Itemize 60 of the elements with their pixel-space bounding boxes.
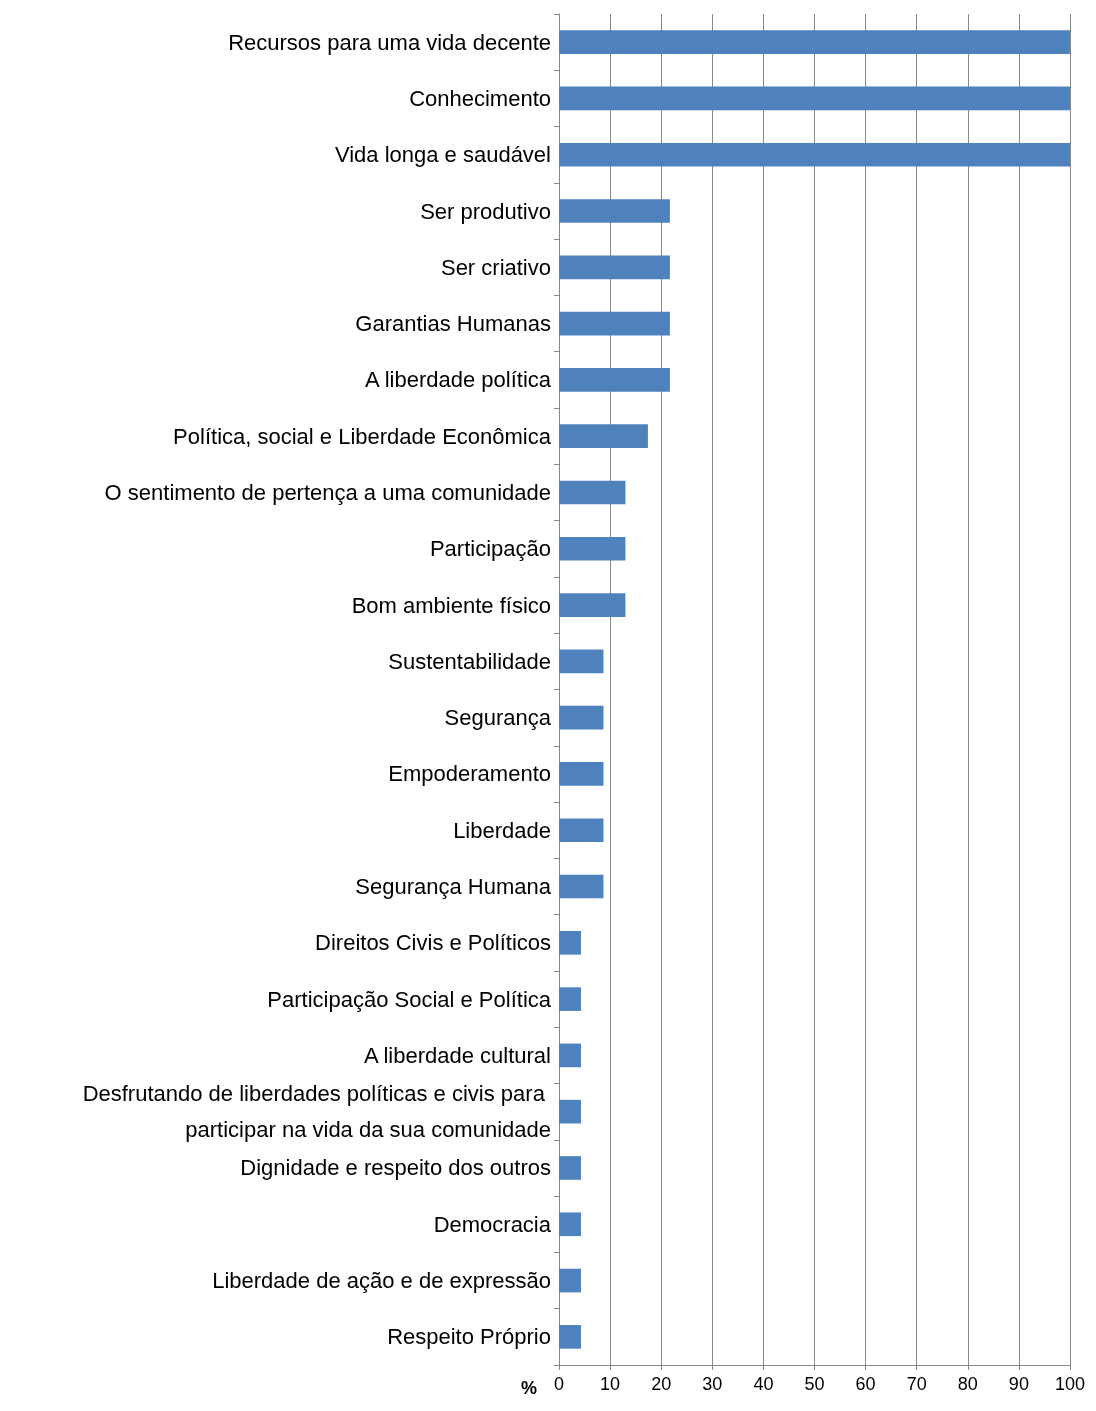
y-tick-label: Liberdade de ação e de expressão xyxy=(212,1268,551,1294)
y-tick-label: A liberdade política xyxy=(365,367,552,393)
x-tick-label: 10 xyxy=(600,1374,621,1394)
bar xyxy=(559,1156,581,1180)
bar xyxy=(559,536,626,561)
y-tick-label: Liberdade xyxy=(453,817,551,843)
bar xyxy=(559,930,581,955)
x-tick-label: 80 xyxy=(957,1374,978,1394)
x-tick-label: 40 xyxy=(753,1374,774,1394)
y-tick-label: Direitos Civis e Políticos xyxy=(315,930,551,956)
bar xyxy=(559,593,626,617)
x-tick-label: 0 xyxy=(553,1374,565,1394)
x-tick-label: 60 xyxy=(855,1374,876,1394)
bar xyxy=(559,368,670,392)
x-axis-title: % xyxy=(520,1378,537,1398)
bar xyxy=(559,424,648,449)
bar xyxy=(559,142,1070,167)
y-tick-label: Segurança xyxy=(444,705,552,731)
y-tick-label: Respeito Próprio xyxy=(387,1324,551,1350)
x-tick-label: 100 xyxy=(1054,1374,1086,1394)
bar xyxy=(559,1212,581,1237)
bar xyxy=(559,86,1070,111)
x-tick-label: 30 xyxy=(702,1374,723,1394)
bar xyxy=(559,480,626,505)
bar xyxy=(559,30,1070,54)
bar xyxy=(559,311,670,336)
y-tick-label: Ser criativo xyxy=(440,254,551,280)
y-tick-label: Sustentabilidade xyxy=(388,648,551,674)
y-tick-label: Conhecimento xyxy=(409,85,551,111)
y-tick-label: Democracia xyxy=(433,1211,552,1237)
y-tick-label: Dignidade e respeito dos outros xyxy=(240,1155,551,1181)
bar xyxy=(559,255,670,280)
bar xyxy=(559,987,581,1011)
bar xyxy=(559,1325,581,1349)
bar xyxy=(559,874,604,899)
x-tick-label: 50 xyxy=(804,1374,825,1394)
bar xyxy=(559,1043,581,1068)
bar xyxy=(559,199,670,223)
y-tick-label: O sentimento de pertença a uma comunidade xyxy=(104,479,551,505)
y-tick-label: Participação Social e Política xyxy=(267,986,552,1012)
x-tick-label: 70 xyxy=(906,1374,927,1394)
y-tick-label: Ser produtivo xyxy=(420,198,551,224)
y-tick-label: Recursos para uma vida decente xyxy=(228,29,551,55)
y-tick-label: Empoderamento xyxy=(388,761,551,787)
bar xyxy=(559,1099,581,1124)
x-tick-label: 90 xyxy=(1008,1374,1029,1394)
y-tick-label: Bom ambiente físico xyxy=(351,592,551,618)
x-tick-label: 20 xyxy=(651,1374,672,1394)
y-tick-label: Participação xyxy=(429,536,551,562)
bar xyxy=(559,1268,581,1293)
y-tick-label: Política, social e Liberdade Econômica xyxy=(173,423,552,449)
bar xyxy=(559,762,604,786)
y-tick-label: A liberdade cultural xyxy=(363,1042,551,1068)
bar xyxy=(559,649,604,674)
y-tick-label: Desfrutando de liberdades políticas e civis para participar na vida da sua comunidade xyxy=(82,1081,551,1143)
y-tick-label: Segurança Humana xyxy=(355,874,552,900)
bar xyxy=(559,705,604,730)
bar xyxy=(559,818,604,843)
y-tick-label: Vida longa e saudável xyxy=(334,142,551,168)
y-tick-label: Garantias Humanas xyxy=(355,311,551,337)
